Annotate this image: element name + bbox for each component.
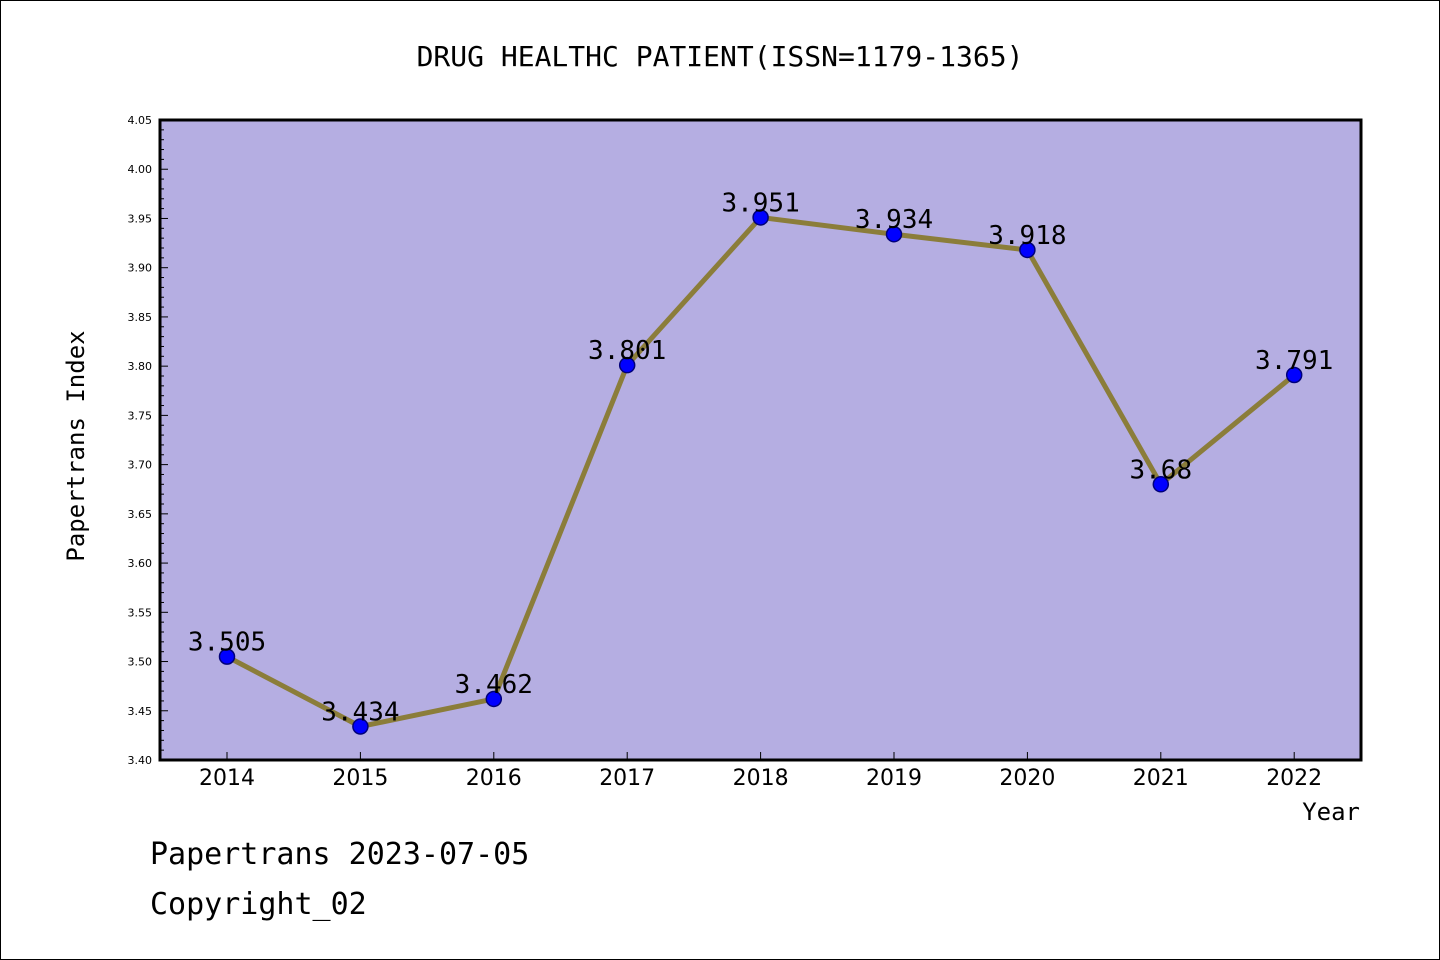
- y-tick-label: 3.90: [128, 262, 153, 275]
- x-tick-label: 2021: [1133, 766, 1189, 791]
- x-tick-label: 2014: [199, 766, 255, 791]
- x-tick-label: 2016: [466, 766, 522, 791]
- y-tick-label: 4.00: [128, 163, 153, 176]
- y-tick-label: 3.75: [128, 409, 153, 422]
- y-tick-label: 3.50: [128, 656, 153, 669]
- y-axis-label: Papertrans Index: [62, 330, 90, 561]
- data-label: 3.434: [321, 698, 399, 728]
- y-tick-label: 3.95: [128, 212, 153, 225]
- y-tick-label: 4.05: [128, 114, 153, 127]
- y-axis-ticks: 3.40 3.45 3.50 3.55 3.60 3.65 3.70 3.75 3.80 3.85…: [128, 114, 168, 767]
- data-point: [1152, 476, 1170, 493]
- data-point: [485, 690, 503, 708]
- y-tick-label: 3.80: [128, 360, 153, 373]
- data-labels: 3.505 3.434 3.462 3.801 3.951 3.934 3.918 3.68 3…: [188, 188, 1333, 727]
- data-label: 3.791: [1255, 346, 1333, 376]
- footer-date: Papertrans 2023-07-05: [150, 837, 529, 872]
- data-point: [352, 718, 369, 735]
- data-point: [1019, 241, 1036, 259]
- y-tick-label: 3.65: [128, 508, 153, 521]
- x-tick-label: 2020: [999, 766, 1055, 791]
- x-axis-label: Year: [1302, 798, 1360, 826]
- data-point: [1285, 366, 1303, 384]
- data-label: 3.801: [588, 336, 666, 366]
- x-tick-label: 2019: [866, 766, 922, 791]
- y-tick-label: 3.45: [128, 705, 153, 718]
- data-point: [218, 648, 236, 665]
- y-tick-label: 3.60: [128, 557, 153, 570]
- data-label: 3.934: [855, 205, 933, 235]
- y-tick-label: 3.70: [128, 459, 153, 472]
- x-tick-label: 2018: [733, 766, 789, 791]
- chart-title: DRUG HEALTHC PATIENT(ISSN=1179-1365): [417, 40, 1024, 73]
- data-point: [618, 356, 636, 374]
- x-tick-label: 2017: [599, 766, 655, 791]
- y-tick-label: 3.85: [128, 311, 153, 324]
- data-label: 3.505: [188, 628, 266, 658]
- y-tick-label: 3.55: [128, 606, 153, 619]
- data-label: 3.918: [988, 221, 1066, 251]
- data-point: [885, 225, 903, 243]
- data-points: [218, 209, 1303, 735]
- x-tick-label: 2015: [332, 766, 388, 791]
- data-label: 3.951: [721, 188, 799, 218]
- plot-area: [158, 118, 1363, 762]
- data-label: 3.462: [455, 670, 533, 700]
- footer-copyright: Copyright_02: [150, 887, 367, 922]
- y-tick-label: 3.40: [128, 754, 153, 767]
- x-axis-ticks: 2014 2015 2016 2017 2018 2019 2020 2021 2022: [199, 752, 1322, 791]
- x-tick-label: 2022: [1266, 766, 1322, 791]
- data-label: 3.68: [1129, 455, 1192, 485]
- data-point: [752, 209, 769, 226]
